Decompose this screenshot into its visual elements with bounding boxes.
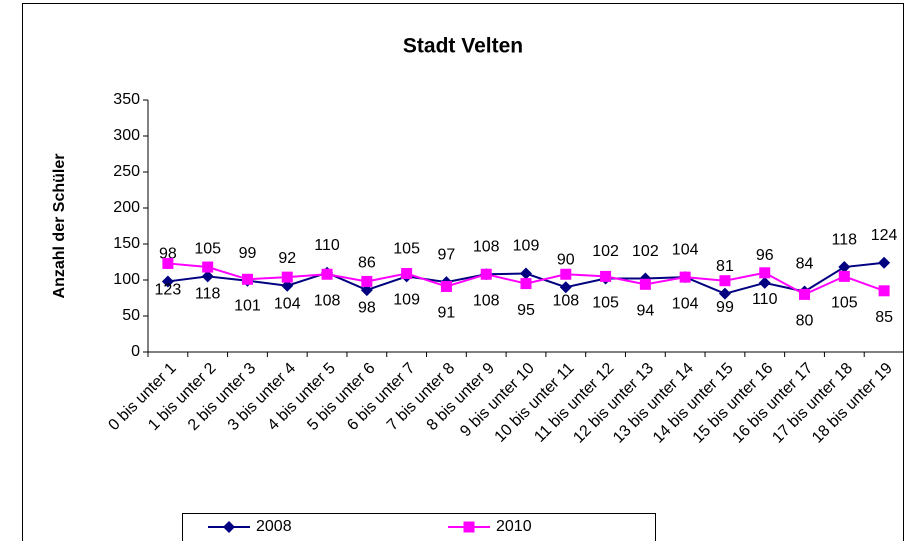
y-tick-label: 100 <box>113 271 140 288</box>
marker <box>281 271 293 283</box>
data-label: 105 <box>194 241 221 258</box>
marker <box>361 275 373 287</box>
marker <box>758 276 771 289</box>
marker <box>878 256 891 269</box>
data-label: 92 <box>278 250 296 267</box>
marker <box>520 278 532 290</box>
legend-label: 2008 <box>256 518 292 535</box>
data-label: 118 <box>832 231 858 248</box>
marker <box>799 288 811 300</box>
y-tick-label: 350 <box>113 91 140 108</box>
data-label: 102 <box>632 243 659 260</box>
data-label: 105 <box>393 241 420 258</box>
data-label: 110 <box>752 291 778 308</box>
marker <box>321 268 333 280</box>
data-label: 118 <box>195 285 221 302</box>
marker <box>560 268 572 280</box>
marker <box>600 270 612 282</box>
y-tick-label: 300 <box>113 127 140 144</box>
marker <box>223 521 235 533</box>
marker <box>878 285 890 297</box>
y-axis-title: Anzahl der Schüler <box>51 154 68 299</box>
chart-border <box>22 3 904 541</box>
y-tick-label: 50 <box>122 307 140 324</box>
data-label: 85 <box>875 309 893 326</box>
data-label: 124 <box>871 227 898 244</box>
y-tick-label: 250 <box>113 163 140 180</box>
marker <box>718 287 731 300</box>
data-label: 97 <box>438 246 456 263</box>
data-label: 109 <box>513 238 540 255</box>
data-label: 108 <box>314 292 341 309</box>
data-label: 95 <box>517 302 535 319</box>
marker <box>838 261 851 274</box>
y-tick-label: 200 <box>113 199 140 216</box>
marker <box>401 268 413 280</box>
data-label: 110 <box>314 237 340 254</box>
marker <box>679 271 691 283</box>
data-label: 94 <box>636 303 654 320</box>
chart-title: Stadt Velten <box>403 35 523 58</box>
data-label: 99 <box>716 299 734 316</box>
marker <box>719 275 731 287</box>
data-label: 91 <box>438 305 456 322</box>
data-label: 104 <box>672 295 699 312</box>
data-label: 123 <box>155 282 182 299</box>
marker <box>360 284 373 297</box>
marker <box>162 257 174 269</box>
data-label: 84 <box>796 256 814 273</box>
data-label: 105 <box>592 295 619 312</box>
marker <box>480 268 492 280</box>
data-label: 81 <box>716 258 734 275</box>
legend-label: 2010 <box>496 518 532 535</box>
data-label: 101 <box>234 297 261 314</box>
data-label: 108 <box>473 292 500 309</box>
marker <box>202 261 214 273</box>
data-label: 105 <box>831 295 858 312</box>
marker <box>161 275 174 288</box>
marker <box>201 270 214 283</box>
data-label: 109 <box>393 292 420 309</box>
data-label: 108 <box>473 238 500 255</box>
data-label: 104 <box>672 241 699 258</box>
marker <box>838 270 850 282</box>
legend-box <box>182 513 656 541</box>
data-label: 98 <box>358 300 376 317</box>
data-label: 99 <box>239 245 257 262</box>
marker <box>440 280 452 292</box>
data-label: 102 <box>592 243 619 260</box>
marker <box>241 273 253 285</box>
data-label: 86 <box>358 254 376 271</box>
data-label: 104 <box>274 295 301 312</box>
marker <box>463 521 475 533</box>
marker <box>639 278 651 290</box>
marker <box>520 267 532 280</box>
y-tick-label: 150 <box>113 235 140 252</box>
data-label: 108 <box>552 292 579 309</box>
marker <box>281 279 294 292</box>
marker <box>559 281 572 294</box>
marker <box>759 267 771 279</box>
data-label: 90 <box>557 251 575 268</box>
data-label: 80 <box>796 313 814 330</box>
y-tick-label: 0 <box>131 343 140 360</box>
data-label: 96 <box>756 247 774 264</box>
